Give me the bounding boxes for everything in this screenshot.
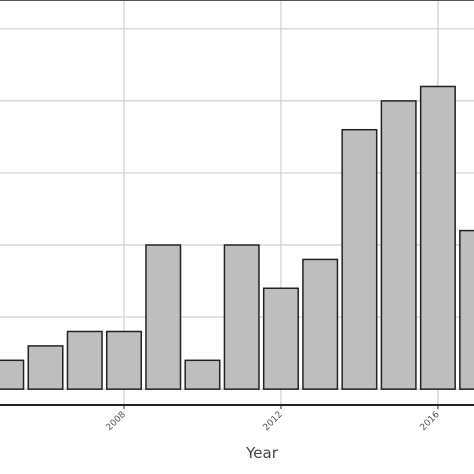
bar	[223, 244, 260, 390]
bar	[459, 229, 474, 390]
bar	[184, 359, 221, 390]
bar	[105, 330, 143, 390]
bar	[27, 345, 64, 390]
bar	[380, 100, 417, 390]
bar	[262, 287, 299, 390]
bar	[0, 359, 25, 390]
x-tick-label: 2016	[419, 410, 442, 433]
bar	[145, 244, 182, 390]
bar	[419, 85, 456, 390]
x-tick-label: 2008	[105, 410, 128, 433]
bar	[302, 258, 339, 390]
bar	[341, 128, 378, 390]
x-axis-title: Year	[245, 444, 279, 462]
x-tick-label: 2012	[262, 410, 285, 433]
bar	[66, 330, 103, 390]
